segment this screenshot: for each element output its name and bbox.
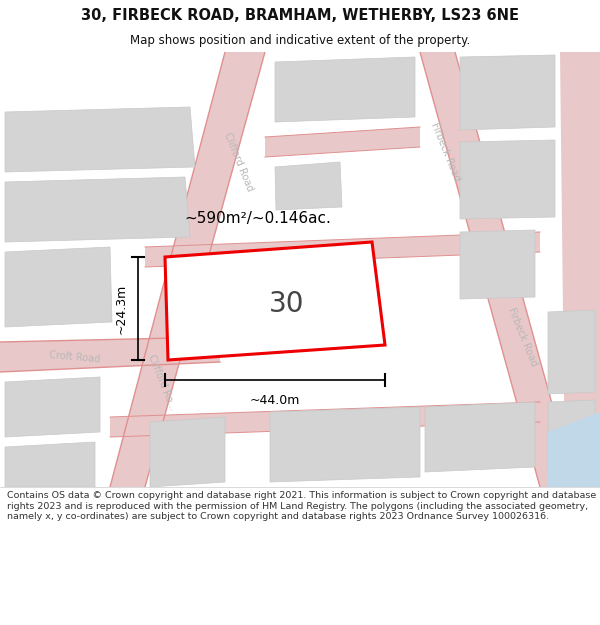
Polygon shape: [275, 57, 415, 122]
Polygon shape: [265, 127, 420, 157]
Polygon shape: [270, 407, 420, 482]
Text: Clifford Ro...: Clifford Ro...: [146, 352, 178, 411]
Polygon shape: [5, 107, 195, 172]
Polygon shape: [548, 412, 600, 487]
Text: Map shows position and indicative extent of the property.: Map shows position and indicative extent…: [130, 34, 470, 47]
Polygon shape: [110, 52, 265, 487]
Polygon shape: [460, 55, 555, 130]
Text: 30: 30: [269, 290, 305, 318]
Text: ~590m²/~0.146ac.: ~590m²/~0.146ac.: [185, 211, 331, 226]
Polygon shape: [548, 310, 595, 394]
Polygon shape: [548, 400, 595, 474]
Polygon shape: [460, 140, 555, 219]
Polygon shape: [110, 402, 540, 437]
Polygon shape: [165, 242, 385, 360]
Text: Contains OS data © Crown copyright and database right 2021. This information is : Contains OS data © Crown copyright and d…: [7, 491, 596, 521]
Text: Croft Road: Croft Road: [49, 350, 101, 364]
Text: ~24.3m: ~24.3m: [115, 283, 128, 334]
Text: Clifford Road: Clifford Road: [221, 131, 254, 193]
Polygon shape: [560, 52, 600, 487]
Polygon shape: [0, 337, 220, 372]
Text: ~44.0m: ~44.0m: [250, 394, 300, 407]
Polygon shape: [5, 247, 112, 327]
Text: Firbeck Road: Firbeck Road: [506, 306, 538, 368]
Text: 30, FIRBECK ROAD, BRAMHAM, WETHERBY, LS23 6NE: 30, FIRBECK ROAD, BRAMHAM, WETHERBY, LS2…: [81, 8, 519, 23]
Polygon shape: [150, 417, 225, 487]
Polygon shape: [5, 377, 100, 437]
Polygon shape: [460, 230, 535, 299]
Polygon shape: [145, 232, 540, 267]
Polygon shape: [5, 442, 95, 487]
Polygon shape: [275, 262, 342, 317]
Polygon shape: [420, 52, 575, 487]
Polygon shape: [275, 162, 342, 210]
Polygon shape: [425, 402, 535, 472]
Polygon shape: [5, 177, 190, 242]
Text: Firbeck Road: Firbeck Road: [428, 121, 461, 183]
